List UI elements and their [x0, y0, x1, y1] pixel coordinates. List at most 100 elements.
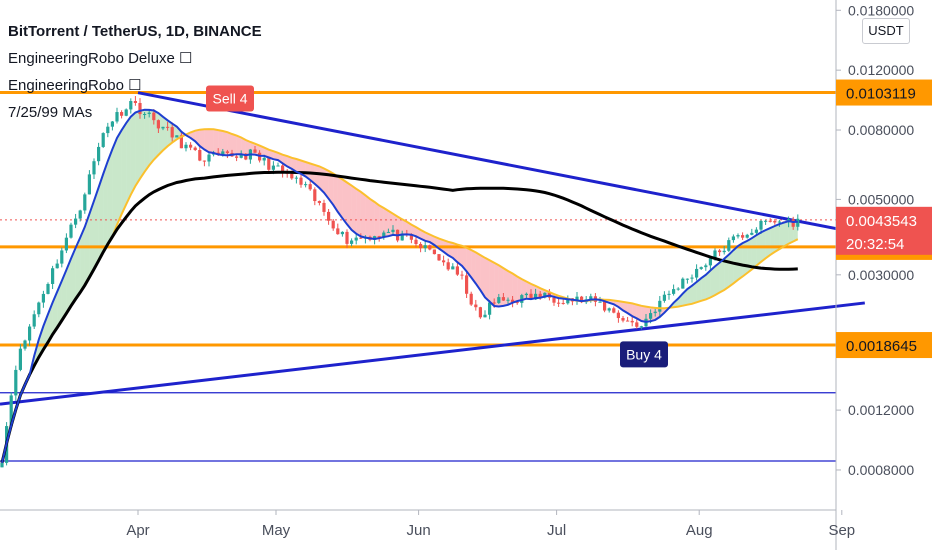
cloud-segment [204, 129, 209, 153]
candle-body [777, 221, 781, 223]
cloud-segment [236, 135, 242, 155]
cloud-layer [2, 109, 798, 463]
candle-body [704, 265, 708, 268]
cloud-segment [121, 123, 127, 215]
candle-body [511, 299, 515, 303]
cloud-segment [508, 271, 513, 305]
cloud-segment [383, 207, 389, 238]
candle-body [14, 369, 18, 396]
symbol-title[interactable]: BitTorrent / TetherUS, 1D, BINANCE [8, 23, 262, 40]
candle-body [713, 250, 717, 259]
candle-body [336, 228, 340, 235]
cloud-segment [485, 257, 490, 302]
candle-body [612, 308, 616, 313]
candle-body [745, 234, 749, 238]
candle-body [189, 144, 193, 148]
indicator-label-robo[interactable]: EngineeringRobo ☐ [8, 77, 142, 94]
signal-badge-label: Sell 4 [212, 91, 247, 107]
cloud-segment [701, 274, 706, 301]
candle-body [143, 113, 147, 115]
cloud-segment [135, 110, 140, 187]
candle-body [97, 146, 101, 162]
cloud-segment [199, 129, 205, 150]
candle-body [221, 151, 225, 155]
price-axis[interactable]: 0.01800000.01200000.00800000.00500000.00… [835, 0, 932, 550]
cloud-segment [636, 304, 642, 322]
indicator-label-deluxe[interactable]: EngineeringRobo Deluxe ☐ [8, 50, 193, 67]
cloud-segment [784, 221, 789, 247]
cloud-segment [140, 109, 145, 179]
candle-body [409, 235, 413, 240]
cloud-segment [232, 133, 237, 155]
candle-body [345, 231, 349, 244]
candle-body [281, 165, 285, 173]
cloud-segment [209, 129, 214, 153]
cloud-segment [80, 226, 85, 293]
time-tick-label: Jun [407, 522, 431, 539]
cloud-segment [337, 176, 343, 219]
candle-body [175, 135, 179, 138]
candle-body [474, 304, 478, 308]
candle-body [741, 235, 745, 238]
candle-body [428, 245, 432, 250]
cloud-segment [94, 187, 99, 270]
candle-body [658, 300, 662, 312]
cloud-segment [632, 303, 637, 319]
cloud-segment [328, 170, 334, 205]
candle-body [639, 326, 643, 328]
cloud-segment [112, 137, 117, 237]
signal-badge-box [206, 85, 254, 112]
candle-body [552, 297, 556, 303]
cloud-segment [498, 265, 504, 307]
cloud-segment [356, 188, 361, 237]
cloud-segment [466, 247, 472, 278]
countdown-label: 20:32:54 [846, 236, 904, 253]
candle-body [115, 112, 119, 122]
trendline-lower [0, 301, 865, 406]
candle-body [754, 229, 758, 233]
time-tick-label: Sep [828, 522, 855, 539]
candle-body [198, 149, 202, 161]
candle-body [460, 274, 464, 276]
cloud-segment [705, 270, 711, 300]
candle-body [308, 184, 312, 190]
candle-body [299, 177, 303, 185]
candle-body [290, 173, 294, 179]
indicator-label-mas[interactable]: 7/25/99 MAs [8, 104, 93, 121]
candle-body [55, 263, 59, 269]
cloud-segment [770, 225, 775, 255]
candle-body [101, 133, 105, 147]
candle-body [74, 218, 78, 225]
levels-layer [0, 91, 836, 462]
cloud-segment [379, 205, 384, 239]
candle-body [32, 314, 36, 327]
candle-body [225, 151, 229, 153]
candle-body [202, 160, 206, 162]
candle-body [676, 288, 680, 290]
price-tick-label: 0.0008000 [848, 462, 914, 478]
price-tick-label: 0.0120000 [848, 62, 914, 78]
candle-body [83, 194, 87, 211]
currency-unit-button[interactable]: USDT [862, 18, 910, 44]
trendline-upper [137, 91, 866, 236]
candle-body [736, 235, 740, 237]
signal-badge-box [620, 341, 668, 368]
candle-body [488, 302, 492, 315]
cloud-segment [342, 179, 347, 225]
cloud-segment [402, 219, 407, 235]
time-axis[interactable]: Apr May Jun Jul Aug Sep [0, 509, 855, 539]
candle-body [538, 293, 542, 298]
cloud-segment [719, 258, 725, 293]
time-tick-label: Apr [126, 522, 149, 539]
candle-body [667, 293, 671, 295]
candle-body [0, 462, 4, 468]
price-tick-label: 0.0180000 [848, 2, 914, 18]
cloud-segment [163, 116, 168, 151]
cloud-segment [144, 109, 150, 172]
cloud-segment [517, 276, 522, 302]
cloud-segment [462, 245, 467, 272]
cloud-segment [738, 243, 743, 280]
candle-body [239, 153, 243, 158]
